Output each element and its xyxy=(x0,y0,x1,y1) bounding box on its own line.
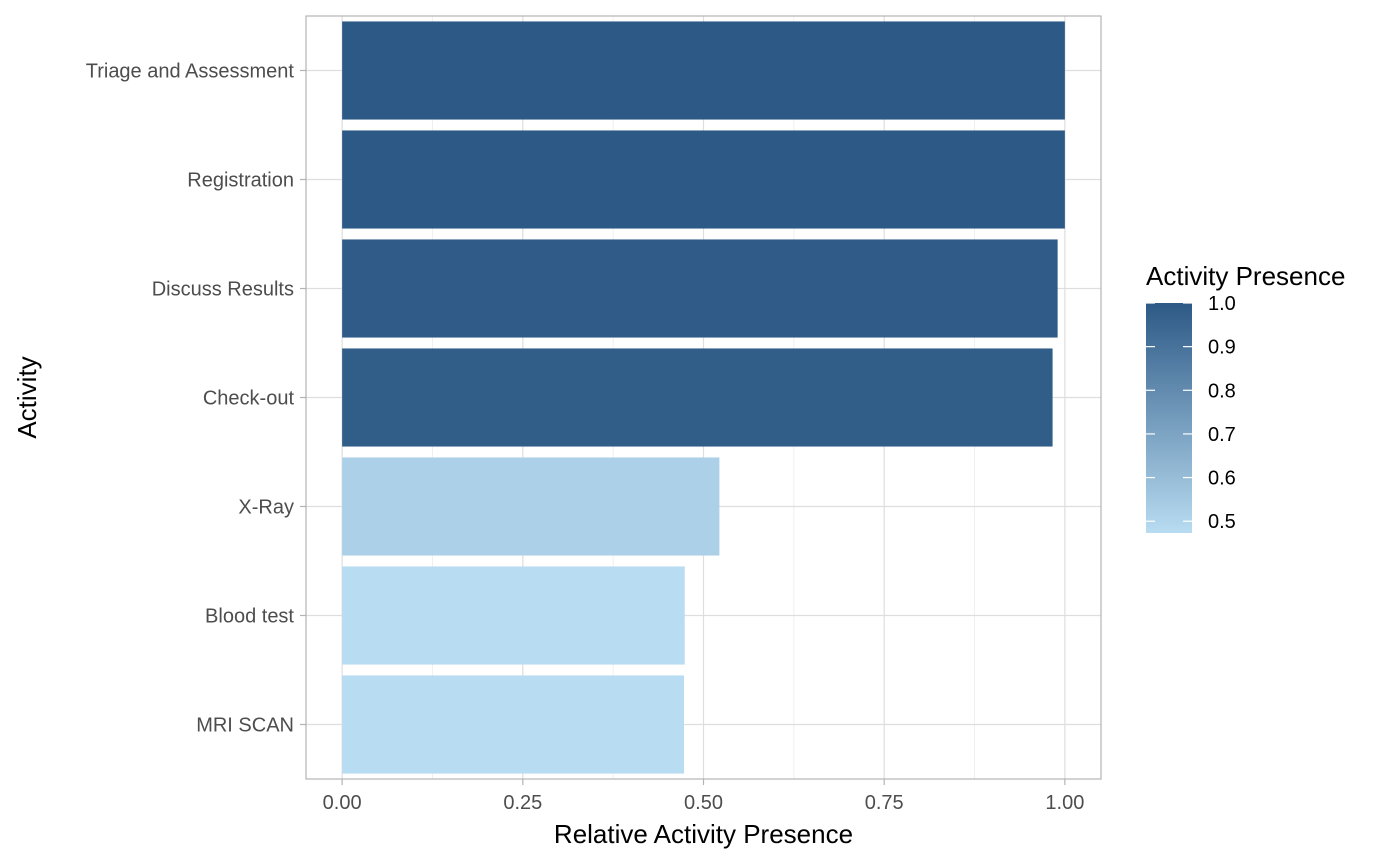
bar xyxy=(342,348,1053,447)
legend-tick-label: 0.7 xyxy=(1208,424,1236,446)
legend-colorbar xyxy=(1146,303,1192,533)
y-axis: Triage and Assessment Registration Discuss… xyxy=(86,61,306,737)
bar xyxy=(342,130,1065,229)
x-tick-label: 0.50 xyxy=(684,792,723,814)
x-axis: 0.00 0.25 0.50 0.75 1.00 xyxy=(323,779,1084,814)
x-tick-label: 0.00 xyxy=(323,792,362,814)
x-tick-label: 0.75 xyxy=(865,792,904,814)
bar xyxy=(342,675,684,774)
y-axis-title: Activity xyxy=(12,356,42,438)
legend-tick-label: 0.5 xyxy=(1208,511,1236,533)
legend-tick-label: 0.8 xyxy=(1208,380,1236,402)
legend-title: Activity Presence xyxy=(1146,261,1345,291)
y-tick-label: Check-out xyxy=(203,388,295,410)
bar xyxy=(342,239,1058,338)
bar xyxy=(342,21,1065,120)
bar xyxy=(342,566,685,665)
y-tick-label: Triage and Assessment xyxy=(86,61,295,83)
bar xyxy=(342,457,720,556)
legend-tick-label: 0.6 xyxy=(1208,468,1236,490)
legend-tick-label: 0.9 xyxy=(1208,337,1236,359)
x-axis-title: Relative Activity Presence xyxy=(554,819,853,849)
y-tick-label: MRI SCAN xyxy=(196,715,294,737)
y-tick-label: X-Ray xyxy=(238,497,294,519)
y-tick-label: Blood test xyxy=(205,606,294,628)
bars xyxy=(342,21,1065,774)
y-tick-label: Discuss Results xyxy=(152,279,294,301)
legend-ticks: 1.0 0.9 0.8 0.7 0.6 0.5 xyxy=(1146,293,1236,533)
y-tick-label: Registration xyxy=(187,170,294,192)
legend-tick-label: 1.0 xyxy=(1208,293,1236,315)
legend: Activity Presence 1.0 0.9 0.8 0.7 0.6 0.5 xyxy=(1146,261,1345,533)
x-tick-label: 0.25 xyxy=(503,792,542,814)
x-tick-label: 1.00 xyxy=(1045,792,1084,814)
